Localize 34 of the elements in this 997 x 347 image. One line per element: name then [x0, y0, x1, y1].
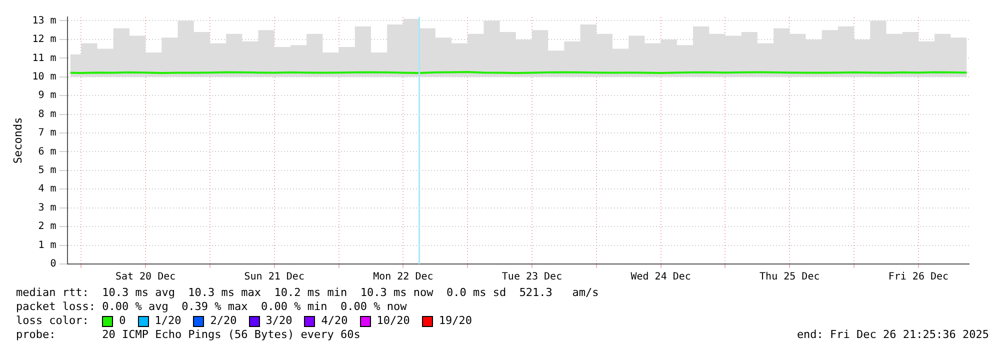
x-tick-label: Mon 22 Dec: [373, 272, 434, 283]
legend-label: 10/20: [376, 314, 410, 328]
legend-title: loss color:: [16, 314, 90, 328]
y-tick-label: 11 m: [32, 52, 56, 64]
legend-label: 4/20: [321, 314, 348, 328]
x-tick-label: Thu 25 Dec: [760, 272, 820, 283]
y-tick-label: 10 m: [32, 71, 56, 82]
y-tick-label: 5 m: [38, 165, 56, 176]
y-tick-label: 3 m: [38, 202, 56, 214]
x-tick-label: Fri 26 Dec: [888, 272, 949, 283]
y-tick-label: 8 m: [38, 108, 56, 120]
x-tick-label: Tue 23 Dec: [502, 272, 562, 283]
text: packet loss: 0.00 % avg 0.39 % max 0.00 % min 0.00 % now: [16, 300, 408, 314]
y-tick-label: 2 m: [38, 221, 56, 232]
y-tick-label: 13 m: [32, 15, 56, 26]
y-tick-label: 4 m: [38, 184, 56, 195]
x-tick-label: Wed 24 Dec: [630, 272, 691, 283]
y-tick-label: 7 m: [38, 128, 56, 139]
text: probe: 20 ICMP Echo Pings (56 Bytes) every 60s: [16, 328, 360, 342]
y-tick-label: 9 m: [38, 90, 56, 102]
legend-label: 1/20: [154, 314, 182, 328]
y-tick-label: 12 m: [32, 34, 56, 46]
legend-label: 19/20: [438, 314, 472, 328]
x-tick-label: Sat 20 Dec: [115, 272, 176, 283]
legend-label: 2/20: [210, 314, 237, 328]
text: end: Fri Dec 26 21:25:36 2025: [796, 328, 989, 342]
x-tick-label: Sun 21 Dec: [244, 272, 304, 283]
legend-label: 3/20: [266, 314, 292, 328]
y-tick-label: 1 m: [38, 240, 56, 251]
y-axis-title: Seconds: [11, 117, 24, 164]
y-tick-label: 0: [50, 258, 56, 270]
legend-label: 0: [119, 314, 126, 328]
y-tick-label: 6 m: [38, 146, 56, 158]
text: median rtt: 10.3 ms avg 10.3 ms max 10.2 ms min 10.3 ms now 0.0 ms sd 521.3 am/s: [16, 286, 600, 300]
